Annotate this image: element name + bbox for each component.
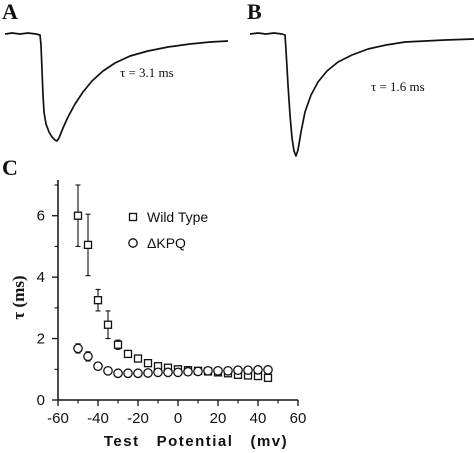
x-tick-label: 20	[210, 410, 227, 427]
y-tick-label: 2	[37, 331, 45, 348]
dkpq-point	[153, 367, 163, 378]
panel-b-trace	[249, 32, 474, 157]
panel-c-letter: C	[2, 155, 18, 180]
x-tick-label: 0	[174, 410, 182, 427]
panel-c-chart: -60 -40 -20 0 20 40 60 0 2 4 6 Test Potential (mv) τ…	[9, 180, 306, 450]
legend-label-dkpq: ΔKPQ	[147, 235, 186, 251]
legend-marker-dkpq	[128, 238, 138, 248]
wild-type-point	[93, 296, 103, 305]
y-tick-label: 4	[37, 269, 45, 286]
wild-type-point	[123, 349, 133, 359]
dkpq-point	[203, 365, 213, 376]
dkpq-point	[233, 365, 243, 376]
dkpq-point	[73, 343, 83, 354]
wild-type-point	[263, 373, 273, 383]
legend-label-wild-type: Wild Type	[147, 209, 208, 225]
wild-type-point	[73, 211, 83, 220]
wild-type-point	[113, 340, 123, 349]
dkpq-point	[83, 351, 93, 362]
dkpq-point	[253, 365, 263, 375]
dkpq-point	[93, 361, 103, 372]
dkpq-point	[213, 365, 223, 376]
dkpq-point	[173, 367, 183, 378]
dkpq-point	[163, 367, 173, 378]
y-axis-title: τ (ms)	[9, 275, 28, 319]
dkpq-point	[103, 365, 113, 376]
x-tick-label: 60	[290, 410, 307, 427]
dkpq-point	[123, 368, 133, 379]
y-tick-label: 6	[37, 208, 45, 225]
dkpq-point	[193, 366, 203, 377]
panel-b-letter: B	[247, 0, 262, 24]
dkpq-point	[223, 365, 233, 376]
panel-a-tau-label: τ = 3.1 ms	[120, 65, 174, 80]
legend-marker-wild-type	[128, 212, 138, 222]
y-tick-label: 0	[37, 392, 45, 409]
dkpq-point	[263, 365, 273, 375]
x-tick-label: -40	[87, 410, 109, 427]
wild-type-point	[133, 354, 143, 363]
dkpq-point	[113, 368, 123, 379]
x-tick-label: 40	[250, 410, 267, 427]
dkpq-point	[243, 365, 253, 376]
dkpq-point	[133, 368, 143, 379]
panel-b-tau-label: τ = 1.6 ms	[371, 79, 425, 94]
panel-a-trace	[4, 32, 229, 142]
dkpq-point	[143, 368, 153, 378]
wild-type-point	[143, 358, 153, 368]
panel-a-letter: A	[2, 0, 18, 24]
x-axis-title: Test Potential (mv)	[104, 433, 288, 450]
x-tick-label: -60	[47, 410, 69, 427]
x-tick-label: -20	[127, 410, 149, 427]
wild-type-point	[103, 320, 113, 329]
dkpq-point	[183, 366, 193, 377]
wild-type-point	[83, 240, 93, 250]
